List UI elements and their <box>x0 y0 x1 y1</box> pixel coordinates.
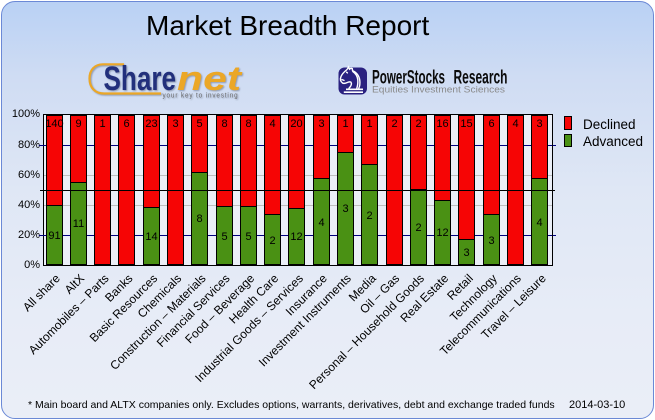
svg-text:Research: Research <box>454 67 508 89</box>
svg-text:Equities Investment Sciences: Equities Investment Sciences <box>372 85 506 95</box>
svg-text:PowerStocks: PowerStocks <box>372 67 445 89</box>
svg-text:your key to investing: your key to investing <box>163 90 239 99</box>
svg-text:net: net <box>177 60 243 98</box>
svg-text:Share: Share <box>104 60 177 98</box>
